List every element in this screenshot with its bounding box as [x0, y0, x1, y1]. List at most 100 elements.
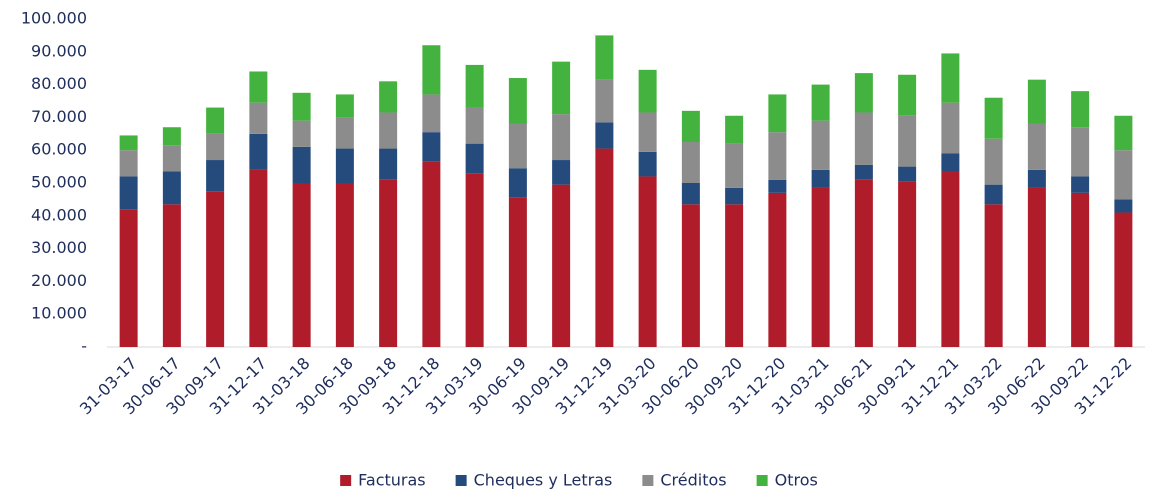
legend-label: Otros — [775, 471, 818, 490]
bar-segment — [1027, 123, 1046, 170]
bar-segment — [465, 143, 484, 174]
bar-segment — [206, 107, 225, 134]
bar-segment — [552, 61, 571, 115]
bar-segment — [422, 132, 441, 162]
bar-segment — [162, 171, 181, 205]
bar-segment — [1027, 79, 1046, 124]
bar-segment — [249, 102, 268, 134]
bar-segment — [811, 187, 830, 347]
bar-segment — [854, 179, 873, 347]
bar-segment — [119, 176, 138, 210]
bar-segment — [292, 120, 311, 147]
bar-segment — [595, 35, 614, 80]
bar-segment — [508, 168, 527, 198]
bar-segment — [465, 64, 484, 108]
bar-segment — [984, 97, 1003, 139]
bar-segment — [898, 115, 917, 167]
y-tick-label: 10.000 — [31, 304, 87, 323]
bar-segment — [162, 145, 181, 172]
bar-segment — [811, 169, 830, 188]
bar-segment — [162, 204, 181, 347]
bar-segment — [1027, 187, 1046, 347]
bar-segment — [638, 112, 657, 152]
legend-swatch — [455, 475, 467, 486]
legend-swatch — [642, 475, 654, 486]
bar-segment — [422, 45, 441, 95]
bar-segment — [941, 102, 960, 154]
bar-segment — [854, 73, 873, 113]
bar-segment — [681, 110, 700, 142]
bar-segment — [292, 92, 311, 121]
bar-segment — [292, 146, 311, 183]
bar-segment — [552, 114, 571, 161]
bar-segment — [638, 69, 657, 113]
bar-segment — [595, 79, 614, 123]
y-tick-label: 40.000 — [31, 205, 87, 224]
bar-segment — [508, 78, 527, 124]
bar-segment — [249, 169, 268, 347]
bar-segment — [898, 181, 917, 347]
bar-segment — [768, 132, 787, 180]
y-tick-label: 20.000 — [31, 271, 87, 290]
bar-segment — [1071, 192, 1090, 347]
bar-segment — [379, 148, 398, 180]
bar-segment — [335, 117, 354, 149]
bar-segment — [119, 150, 138, 177]
bar-segment — [1114, 212, 1133, 347]
bar-segment — [465, 107, 484, 144]
bar-segment — [725, 143, 744, 188]
bar-segment — [638, 176, 657, 347]
bar-segment — [1071, 127, 1090, 177]
bar-segment — [768, 94, 787, 133]
bar-segment — [508, 123, 527, 169]
bar-segment — [206, 160, 225, 192]
bar-segment — [854, 164, 873, 180]
bar-segment — [206, 133, 225, 161]
bar-segment — [898, 166, 917, 182]
bar-segment — [335, 183, 354, 347]
bar-segment — [465, 173, 484, 347]
bar-segment — [206, 191, 225, 347]
bar-segment — [379, 112, 398, 149]
bar-segment — [552, 160, 571, 185]
bar-segment — [984, 138, 1003, 185]
bar-segment — [725, 204, 744, 347]
bar-segment — [1114, 199, 1133, 213]
bar-segment — [595, 122, 614, 149]
bar-segment — [768, 179, 787, 193]
bar-segment — [119, 135, 138, 151]
y-tick-label: 90.000 — [31, 41, 87, 60]
bar-segment — [941, 171, 960, 347]
bar-segment — [1114, 150, 1133, 200]
bar-segment — [638, 151, 657, 177]
bar-segment — [422, 161, 441, 347]
bar-segment — [681, 183, 700, 205]
legend-label: Cheques y Letras — [474, 471, 613, 490]
legend-swatch — [756, 475, 768, 486]
y-tick-label: 100.000 — [21, 9, 87, 28]
bar-segment — [249, 71, 268, 103]
y-tick-label: 70.000 — [31, 107, 87, 126]
legend-label: Créditos — [660, 471, 726, 490]
bar-segment — [119, 209, 138, 347]
bar-segment — [379, 179, 398, 347]
bar-segment — [292, 183, 311, 347]
bar-segment — [984, 204, 1003, 347]
bar-segment — [379, 81, 398, 113]
bar-segment — [162, 127, 181, 146]
y-tick-label: - — [81, 337, 87, 356]
bar-segment — [681, 204, 700, 347]
bar-segment — [249, 133, 268, 170]
bar-segment — [335, 94, 354, 118]
bar-segment — [1027, 169, 1046, 188]
bar-segment — [984, 184, 1003, 205]
bar-segment — [1114, 115, 1133, 151]
legend-label: Facturas — [358, 471, 425, 490]
y-tick-label: 50.000 — [31, 173, 87, 192]
bar-segment — [335, 148, 354, 183]
y-tick-label: 60.000 — [31, 140, 87, 159]
bar-segment — [811, 84, 830, 121]
bar-segment — [1071, 91, 1090, 128]
bar-segment — [681, 142, 700, 183]
